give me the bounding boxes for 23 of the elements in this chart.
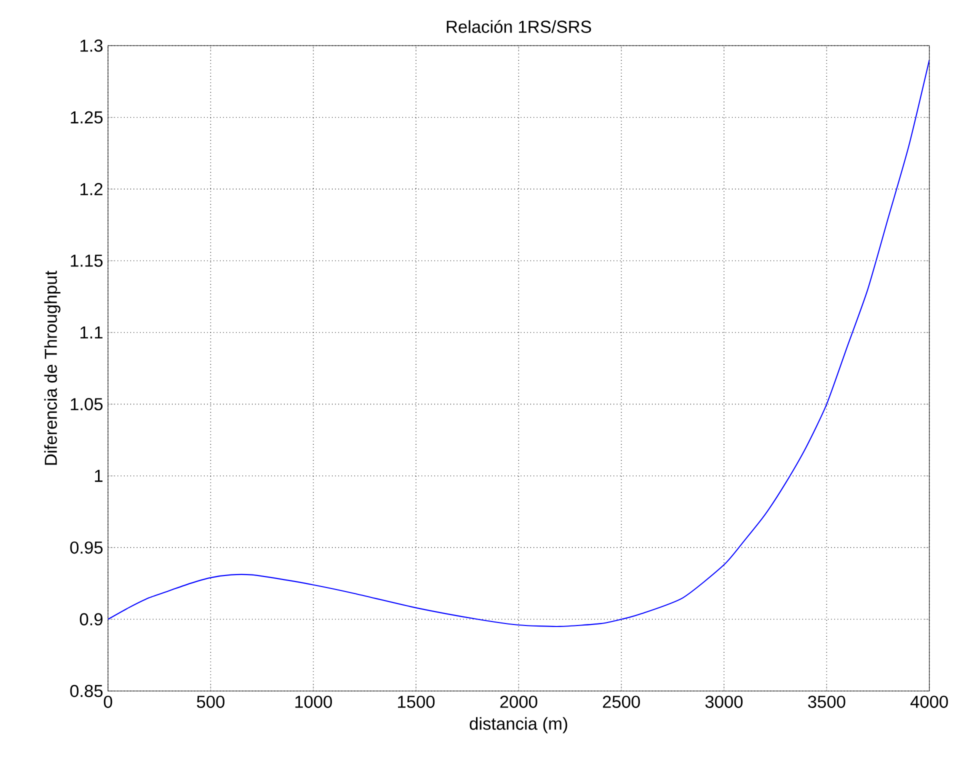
x-tick-label: 1000	[295, 696, 332, 708]
y-tick-label: 0.95	[70, 541, 103, 554]
y-tick-label: 1.05	[70, 398, 103, 410]
x-tick-label: 500	[196, 696, 224, 708]
chart-title: Relación 1RS/SRS	[446, 20, 592, 33]
x-tick-label: 2500	[602, 696, 640, 708]
x-tick-label: 4000	[910, 696, 948, 708]
y-tick-label: 1.3	[80, 40, 103, 52]
line-series	[108, 59, 930, 627]
y-tick-label: 0.85	[70, 684, 103, 698]
y-tick-label: 1	[94, 470, 102, 482]
x-axis-title: distancia (m)	[470, 717, 568, 734]
y-tick-label: 1.15	[70, 254, 103, 267]
y-axis-title: Diferencia de Throughput	[44, 270, 60, 465]
x-tick-label: 3500	[808, 696, 846, 708]
y-tick-label: 1.25	[70, 111, 103, 124]
x-tick-label: 2000	[500, 696, 538, 708]
x-tick-label: 0	[104, 696, 112, 708]
x-tick-label: 3000	[705, 696, 743, 708]
y-tick-label: 1.2	[80, 183, 102, 196]
y-tick-label: 0.9	[80, 613, 102, 626]
y-tick-label: 1.1	[80, 326, 102, 338]
x-tick-label: 1500	[398, 696, 435, 708]
